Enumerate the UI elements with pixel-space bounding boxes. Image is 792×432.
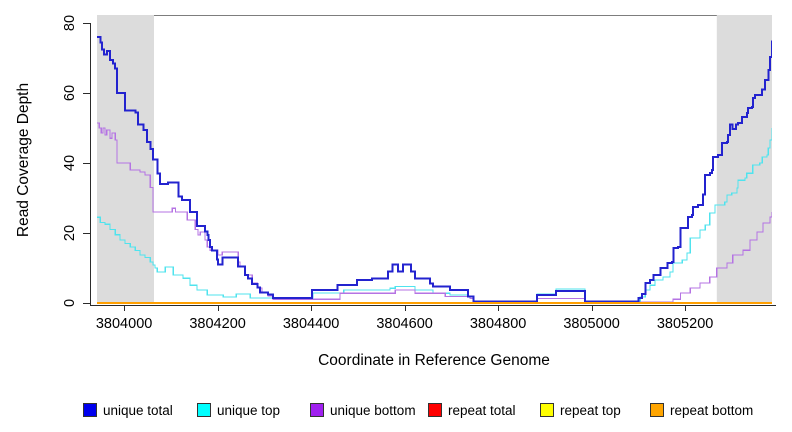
- plot-area: [97, 15, 772, 304]
- x-tick-label: 3804000: [95, 316, 153, 332]
- y-tick-label: 80: [62, 14, 78, 32]
- legend-swatch-icon: [83, 403, 97, 417]
- y-tick-label: 40: [62, 154, 78, 172]
- series-unique-bottom: [97, 122, 772, 303]
- legend-swatch-icon: [310, 403, 324, 417]
- series-unique-top: [97, 128, 772, 302]
- y-tick: [83, 93, 90, 94]
- x-tick-label: 3804200: [189, 316, 246, 332]
- legend-label: repeat total: [448, 402, 516, 418]
- shaded-region-right: [716, 15, 772, 303]
- y-tick: [83, 303, 90, 304]
- x-tick-label: 3805000: [563, 316, 620, 332]
- legend-item-unique-total: unique total: [83, 399, 173, 421]
- x-tick: [124, 305, 126, 311]
- legend-label: unique total: [103, 402, 173, 418]
- x-tick: [498, 305, 500, 311]
- legend-item-repeat-bottom: repeat bottom: [650, 399, 753, 421]
- y-tick-label: 20: [62, 224, 78, 242]
- legend-swatch-icon: [650, 403, 664, 417]
- y-axis-line: [90, 23, 91, 305]
- y-tick: [83, 163, 90, 164]
- legend-item-repeat-total: repeat total: [428, 399, 516, 421]
- series-unique-total: [97, 36, 772, 303]
- legend-swatch-icon: [428, 403, 442, 417]
- legend-item-unique-bottom: unique bottom: [310, 399, 416, 421]
- x-tick: [685, 305, 687, 311]
- y-tick-label: 0: [62, 298, 78, 308]
- x-tick-label: 3804800: [469, 316, 527, 332]
- x-axis-title: Coordinate in Reference Genome: [318, 352, 550, 369]
- y-axis-title: Read Coverage Depth: [15, 82, 32, 238]
- x-tick-label: 3804400: [282, 316, 340, 332]
- y-tick-label: 60: [62, 84, 78, 102]
- x-tick: [404, 305, 406, 311]
- legend: unique total unique top unique bottom repea…: [0, 399, 792, 423]
- x-tick-label: 3804600: [376, 316, 433, 332]
- legend-label: repeat bottom: [670, 402, 754, 418]
- legend-item-unique-top: unique top: [197, 399, 280, 421]
- legend-label: unique top: [217, 402, 281, 418]
- y-tick: [83, 23, 90, 24]
- legend-item-repeat-top: repeat top: [540, 399, 621, 421]
- legend-label: repeat top: [560, 402, 621, 418]
- x-tick: [311, 305, 313, 311]
- x-axis-line: [90, 305, 776, 306]
- x-tick: [591, 305, 593, 311]
- legend-swatch-icon: [197, 403, 211, 417]
- x-tick-label: 3805200: [656, 316, 714, 332]
- y-tick: [83, 233, 90, 234]
- legend-swatch-icon: [540, 403, 554, 417]
- x-tick: [217, 305, 219, 311]
- shaded-region-left: [97, 15, 154, 303]
- legend-label: unique bottom: [330, 402, 416, 418]
